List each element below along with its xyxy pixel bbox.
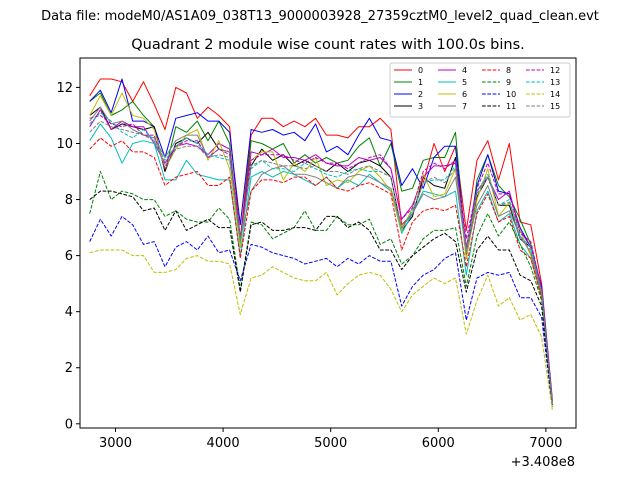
series-line-10 [89,215,553,408]
chart-title: Quadrant 2 module wise count rates with … [131,37,525,53]
legend-label-2: 2 [418,90,423,99]
legend-label-6: 6 [462,90,467,99]
x-tick-label: 3000 [99,436,132,451]
x-axis: 3000 4000 5000 6000 7000 [99,428,562,451]
legend-label-10: 10 [506,90,516,99]
legend-label-14: 14 [550,90,560,99]
legend-label-13: 13 [550,78,560,87]
series-line-12 [89,115,553,402]
legend-label-12: 12 [550,66,560,75]
series-line-7 [89,106,553,405]
figure-suptitle: Data file: modeM0/AS1A09_038T13_90000039… [41,9,599,24]
legend-label-15: 15 [550,102,560,111]
y-tick-label: 6 [65,249,73,264]
y-tick-label: 0 [65,417,73,432]
axes-frame [79,57,577,429]
y-tick-label: 4 [65,305,73,320]
legend-box [389,62,571,118]
legend-label-3: 3 [418,102,423,111]
y-axis: 0 2 4 6 8 10 12 [56,81,80,432]
y-tick-label: 10 [56,137,73,152]
legend-label-0: 0 [418,66,423,75]
x-tick-label: 4000 [207,436,240,451]
x-tick-label: 7000 [529,436,562,451]
series-line-9 [89,171,553,408]
legend-label-9: 9 [506,78,511,87]
y-tick-label: 8 [65,193,73,208]
legend-label-5: 5 [462,78,467,87]
x-tick-label: 6000 [422,436,455,451]
x-tick-label: 5000 [314,436,347,451]
series-line-15 [89,120,553,405]
series-line-14 [89,249,553,410]
series-line-8 [89,137,553,408]
y-tick-label: 12 [56,81,73,96]
legend-label-11: 11 [506,102,516,111]
legend-label-8: 8 [506,66,511,75]
legend-label-7: 7 [462,102,467,111]
series-line-0 [89,78,553,399]
legend-label-4: 4 [462,66,467,75]
y-tick-label: 2 [65,361,73,376]
legend-label-1: 1 [418,78,423,87]
series-line-11 [89,190,553,408]
x-offset-label: +3.408e8 [511,455,575,470]
series-layer [89,78,553,410]
